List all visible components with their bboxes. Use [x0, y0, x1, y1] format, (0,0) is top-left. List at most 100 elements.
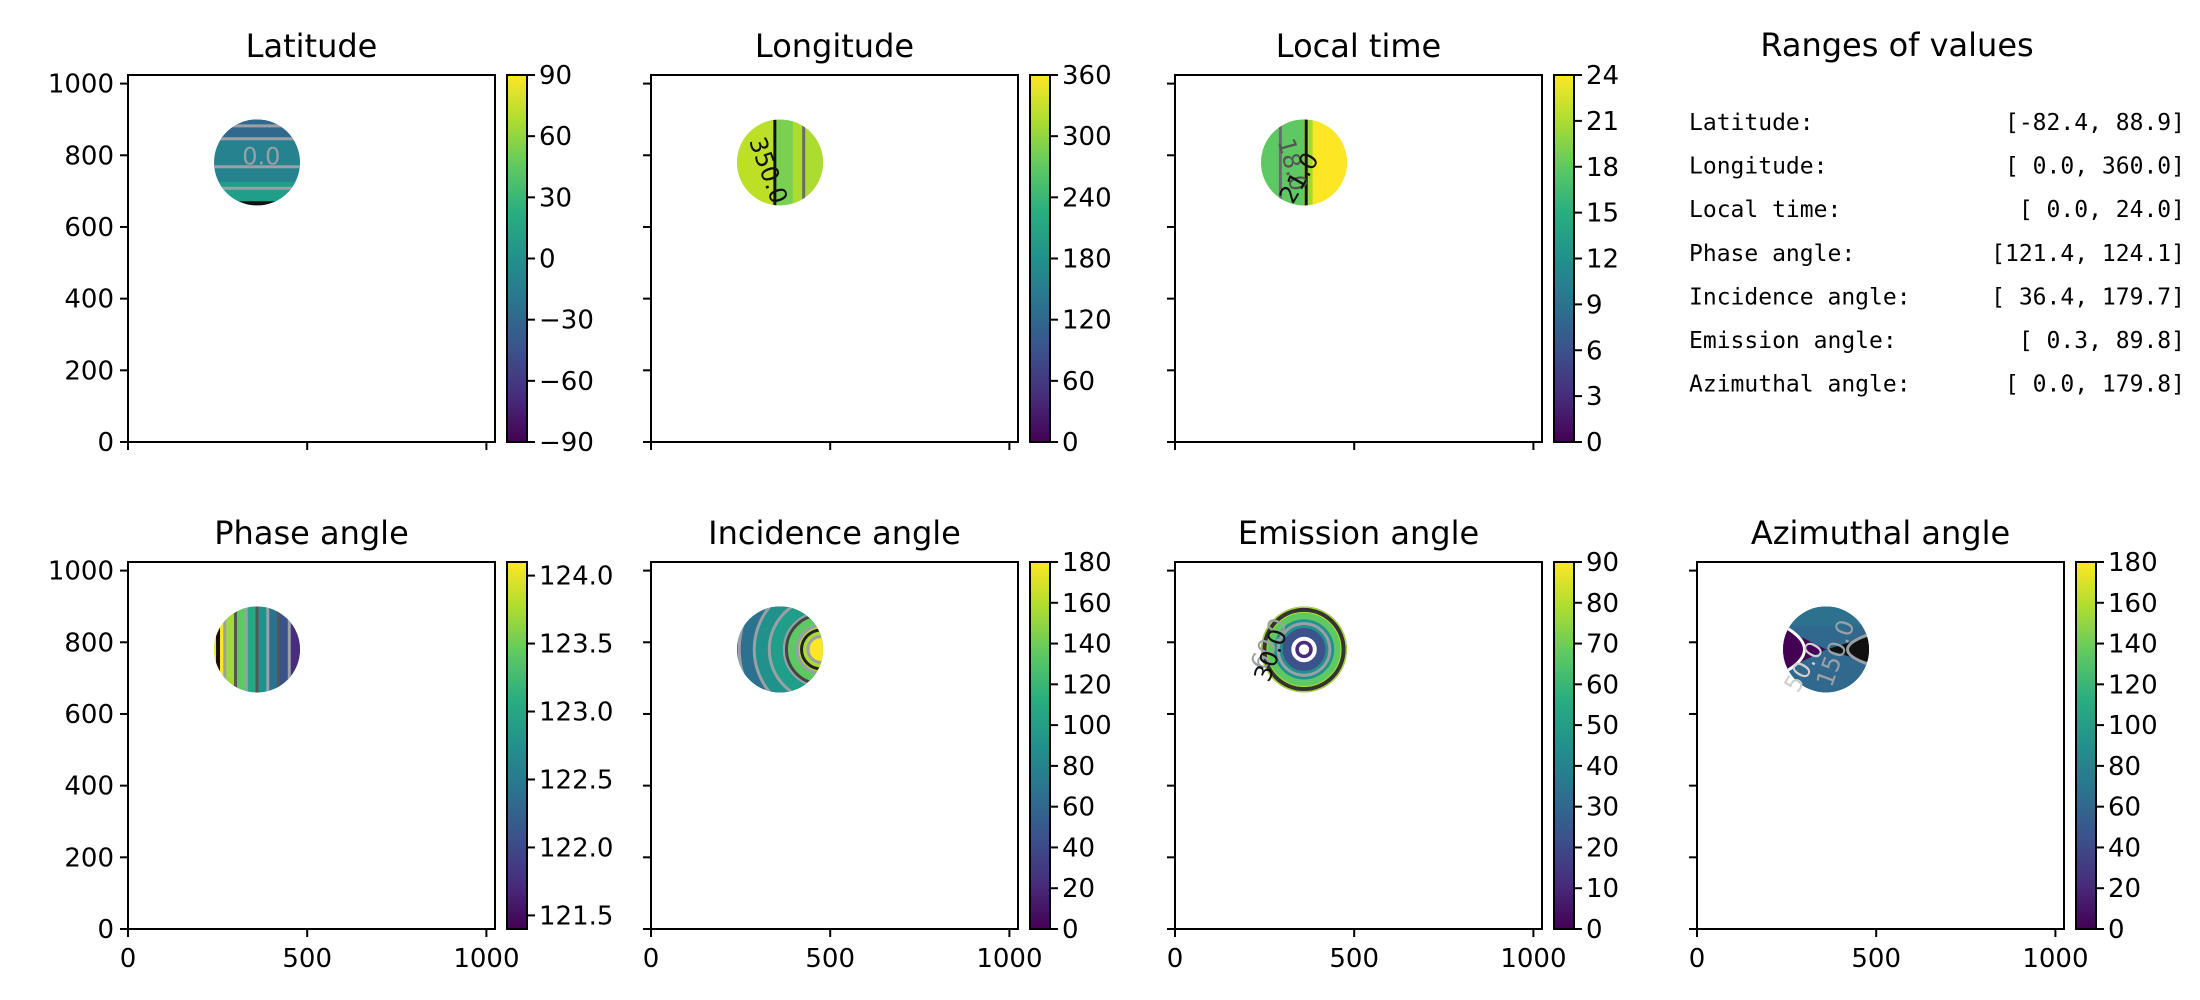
- y-tick-label: 200: [64, 356, 114, 386]
- colorbar-tick-label: 121.5: [539, 901, 613, 931]
- x-tick-label: 0: [643, 944, 660, 974]
- colorbar-tick-label: 140: [1062, 630, 1112, 660]
- colorbar: [1029, 74, 1051, 443]
- y-tick-label: 1000: [48, 70, 114, 100]
- y-tick-label: 0: [97, 915, 114, 945]
- range-label: Longitude:: [1689, 154, 1827, 180]
- colorbar-tick-label: 30: [539, 183, 572, 213]
- colorbar-tick-label: 80: [1062, 752, 1095, 782]
- range-label: Azimuthal angle:: [1689, 372, 1911, 398]
- colorbar-tick-label: 180: [2108, 548, 2158, 578]
- colorbar-tick-label: 24: [1586, 61, 1619, 91]
- colorbar-tick-label: 40: [1586, 752, 1619, 782]
- x-tick-label: 0: [120, 944, 137, 974]
- colorbar-tick-label: 0: [1586, 915, 1603, 945]
- colorbar-tick-label: 60: [1062, 367, 1095, 397]
- ranges-title: Ranges of values: [1760, 26, 2033, 64]
- x-tick-label: 500: [1851, 944, 1901, 974]
- x-tick-label: 0: [1167, 944, 1184, 974]
- range-row: Incidence angle: [ 36.4, 179.7]: [1689, 284, 2185, 310]
- colorbar-tick-label: 120: [2108, 670, 2158, 700]
- range-row: Emission angle: [ 0.3, 89.8]: [1689, 328, 2185, 354]
- colorbar-tick-label: 15: [1586, 199, 1619, 229]
- y-tick-label: 800: [64, 141, 114, 171]
- planet-disk: [1261, 606, 1348, 693]
- colorbar-tick-label: 90: [539, 61, 572, 91]
- range-value: [ 0.3, 89.8]: [2019, 328, 2185, 354]
- colorbar-tick-label: 123.5: [539, 630, 613, 660]
- colorbar-tick-label: 180: [1062, 548, 1112, 578]
- colorbar-tick-label: 100: [1062, 711, 1112, 741]
- colorbar-tick-label: 120: [1062, 306, 1112, 336]
- y-tick-label: 0: [97, 428, 114, 458]
- x-tick-label: 500: [282, 944, 332, 974]
- axes-frame: [650, 561, 1019, 930]
- contour-label: 0.0: [242, 143, 280, 171]
- ranges-panel: Ranges of values Latitude: [-82.4, 88.9] L…: [1689, 26, 2185, 398]
- range-value: [121.4, 124.1]: [1991, 241, 2185, 267]
- colorbar-tick-label: 140: [2108, 630, 2158, 660]
- colorbar-tick-label: 0: [1062, 428, 1079, 458]
- colorbar-tick-label: 0: [1586, 428, 1603, 458]
- panel-title: Azimuthal angle: [1751, 514, 2010, 552]
- colorbar-tick-label: 20: [2108, 874, 2141, 904]
- range-label: Incidence angle:: [1689, 284, 1911, 310]
- range-row: Local time: [ 0.0, 24.0]: [1689, 197, 2185, 223]
- panel-title: Phase angle: [214, 514, 409, 552]
- panel-title: Longitude: [755, 27, 914, 65]
- colorbar-tick-label: 60: [539, 122, 572, 152]
- axes-frame: [1696, 561, 2065, 930]
- y-tick-label: 600: [64, 700, 114, 730]
- colorbar-tick-label: 10: [1586, 874, 1619, 904]
- x-tick-label: 1000: [2022, 944, 2088, 974]
- colorbar-tick-label: 300: [1062, 122, 1112, 152]
- colorbar-tick-label: 80: [1586, 589, 1619, 619]
- colorbar: [2075, 561, 2097, 930]
- panel-title: Latitude: [246, 27, 378, 65]
- panel-title: Local time: [1276, 27, 1441, 65]
- x-tick-label: 500: [1329, 944, 1379, 974]
- y-tick-label: 400: [64, 285, 114, 315]
- colorbar-tick-label: 3: [1586, 382, 1603, 412]
- x-tick-label: 1000: [453, 944, 519, 974]
- colorbar-tick-label: 30: [1586, 793, 1619, 823]
- colorbar-tick-label: 20: [1062, 874, 1095, 904]
- colorbar-tick-label: 160: [1062, 589, 1112, 619]
- colorbar-tick-label: 60: [1062, 793, 1095, 823]
- colorbar-tick-label: 124.0: [539, 562, 613, 592]
- colorbar: [1029, 561, 1051, 930]
- panel-title: Incidence angle: [708, 514, 961, 552]
- y-tick-label: 600: [64, 213, 114, 243]
- axes-frame: [1174, 561, 1543, 930]
- colorbar-tick-label: 20: [1586, 833, 1619, 863]
- colorbar-tick-label: 6: [1586, 336, 1603, 366]
- planet-disk: [737, 606, 824, 693]
- axes-frame: [1174, 74, 1543, 443]
- range-value: [ 0.0, 360.0]: [2005, 154, 2185, 180]
- range-row: Latitude: [-82.4, 88.9]: [1689, 110, 2185, 136]
- colorbar: [506, 74, 528, 443]
- x-tick-label: 1000: [1500, 944, 1566, 974]
- colorbar-tick-label: 60: [1586, 670, 1619, 700]
- range-value: [ 0.0, 24.0]: [2019, 197, 2185, 223]
- axes-frame: [127, 74, 496, 443]
- colorbar: [1553, 561, 1575, 930]
- colorbar-tick-label: 40: [1062, 833, 1095, 863]
- colorbar-tick-label: 21: [1586, 107, 1619, 137]
- panel-incidence-angle: Incidence angle 0 500 1000 180 160 140 120 100 80…: [643, 514, 1112, 974]
- colorbar-tick-label: −60: [539, 367, 594, 397]
- planet-disk: [1783, 606, 1870, 693]
- panel-latitude: Latitude 0.0 0 200 400 600 800 1000 90 60 30 0 −30 −6…: [48, 27, 594, 458]
- colorbar-tick-label: 40: [2108, 833, 2141, 863]
- colorbar-tick-label: 12: [1586, 245, 1619, 275]
- colorbar-tick-label: 180: [1062, 245, 1112, 275]
- range-row: Azimuthal angle: [ 0.0, 179.8]: [1689, 372, 2185, 398]
- colorbar-tick-label: −30: [539, 306, 594, 336]
- y-tick-label: 200: [64, 843, 114, 873]
- range-label: Emission angle:: [1689, 328, 1897, 354]
- colorbar-tick-label: 18: [1586, 153, 1619, 183]
- colorbar-tick-label: 0: [539, 245, 556, 275]
